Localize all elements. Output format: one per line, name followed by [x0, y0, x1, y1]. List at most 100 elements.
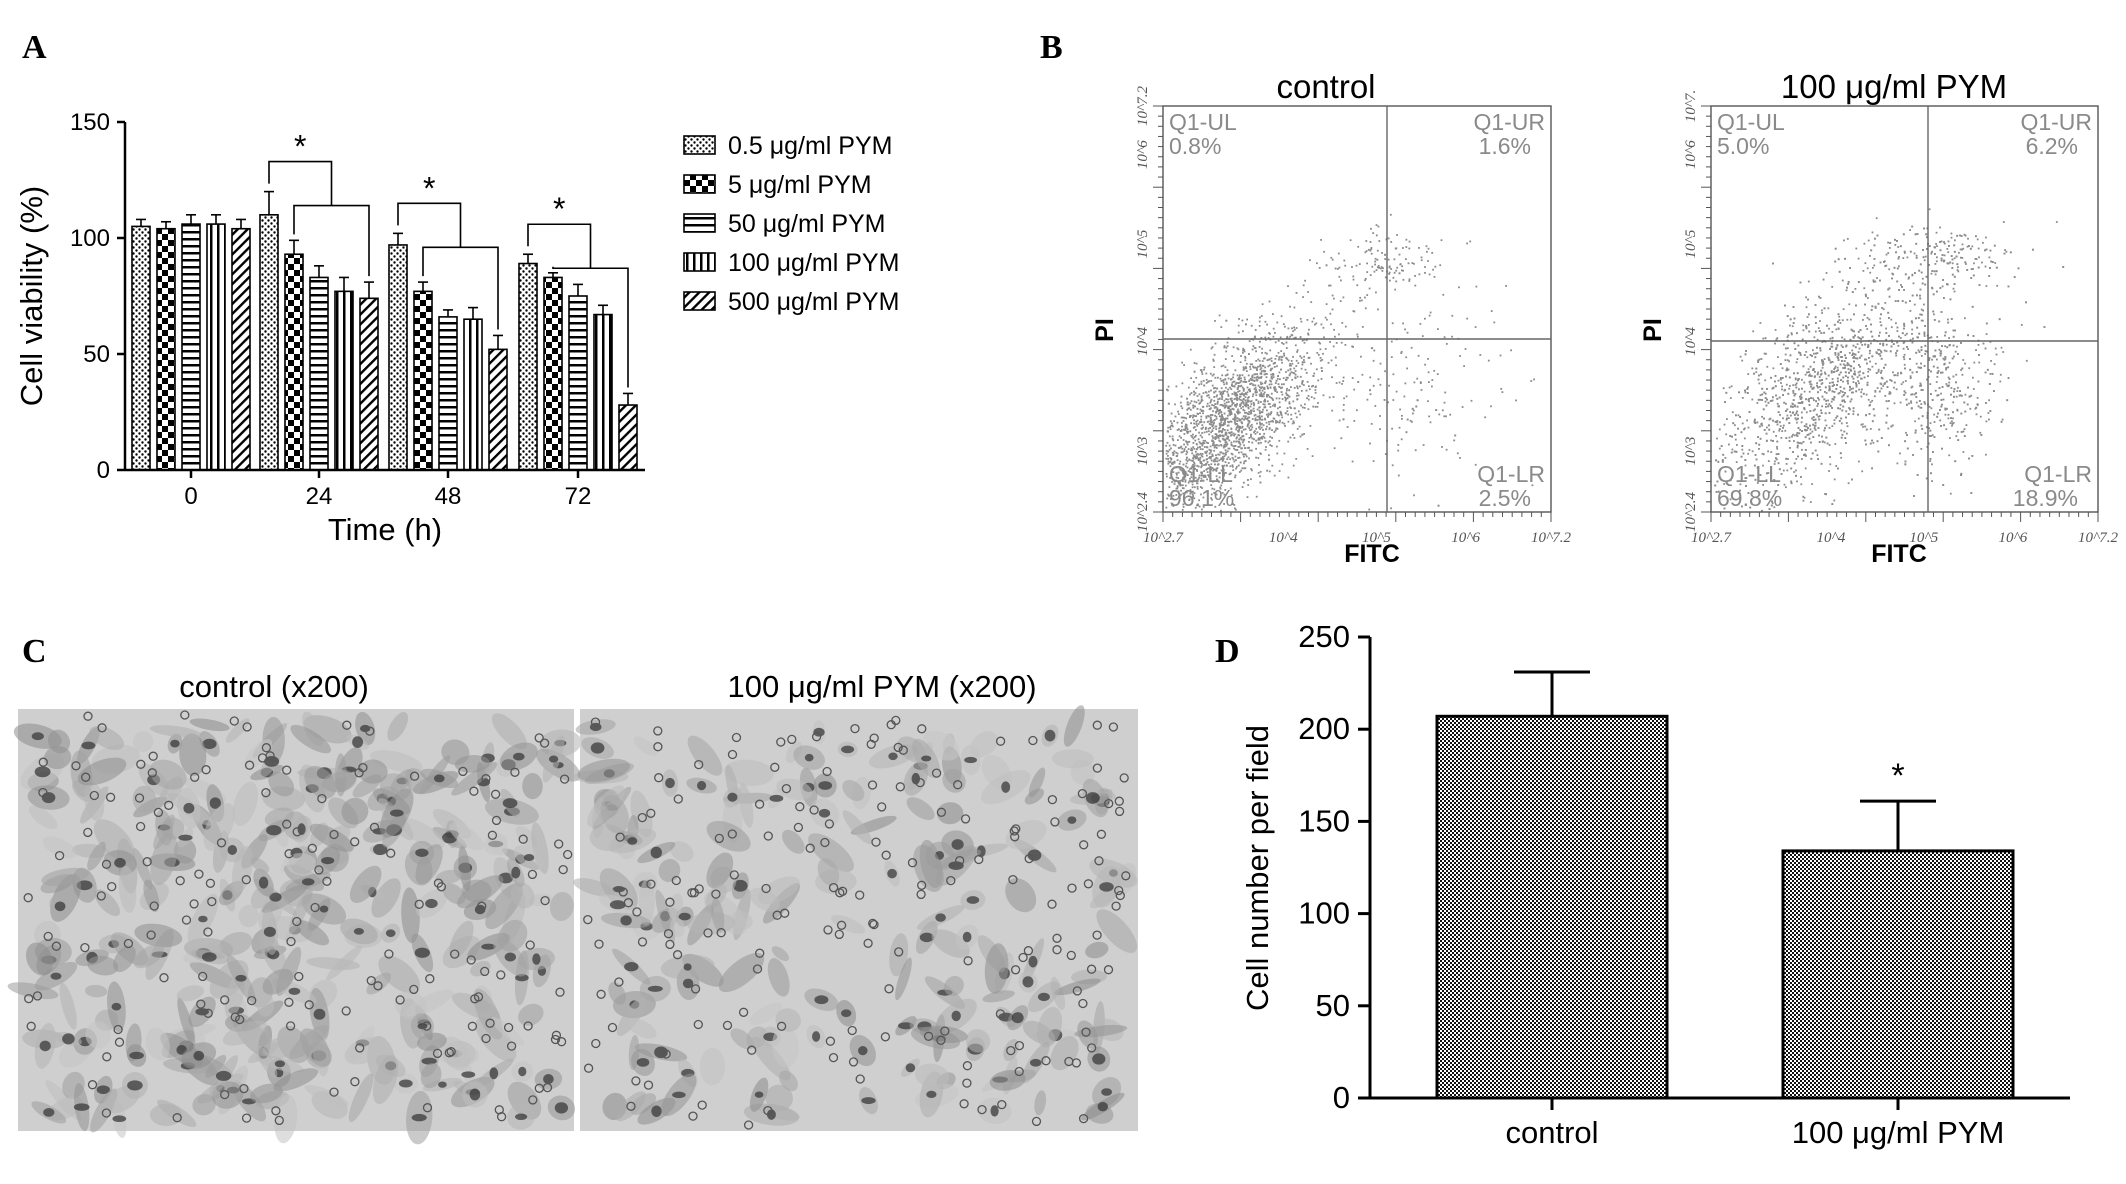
flow-event-dot: [1182, 506, 1185, 508]
flow-event-dot: [2004, 249, 2006, 251]
flow-event-dot: [1920, 349, 1923, 351]
flow-event-dot: [1967, 237, 1969, 240]
flow-event-dot: [1902, 356, 1905, 358]
flow-event-dot: [1274, 361, 1276, 364]
flow-event-dot: [1837, 354, 1840, 356]
flow-event-dot: [1222, 452, 1225, 455]
flow-event-dot: [1270, 420, 1272, 423]
flow-event-dot: [1190, 392, 1193, 394]
flow-event-dot: [1461, 406, 1464, 408]
flow-event-dot: [1957, 386, 1959, 389]
flow-event-dot: [1216, 400, 1219, 403]
flow-event-dot: [1944, 334, 1946, 337]
flow-event-dot: [1890, 345, 1893, 348]
flow-event-dot: [1744, 464, 1747, 467]
flow-event-dot: [1930, 407, 1933, 410]
flow-event-dot: [1831, 407, 1833, 409]
flow-event-dot: [1301, 363, 1304, 366]
flow-event-dot: [1897, 300, 1900, 302]
flow-event-dot: [1236, 436, 1238, 439]
flow-event-dot: [1312, 375, 1315, 377]
flow-event-dot: [1206, 471, 1209, 473]
flow-event-dot: [1739, 498, 1741, 500]
flow-event-dot: [1202, 496, 1205, 499]
flow-event-dot: [1893, 381, 1896, 384]
flow-event-dot: [1515, 399, 1517, 402]
flow-event-dot: [1180, 395, 1183, 398]
flow-event-dot: [1287, 285, 1289, 287]
flow-event-dot: [1177, 439, 1179, 441]
flow-event-dot: [1307, 357, 1310, 359]
flow-event-dot: [1238, 419, 1241, 422]
flow-event-dot: [1866, 381, 1869, 384]
flow-event-dot: [1171, 498, 1174, 501]
flow-event-dot: [1338, 381, 1341, 384]
flow-event-dot: [1920, 448, 1923, 450]
flow-event-dot: [1793, 462, 1796, 465]
flow-event-dot: [1218, 439, 1221, 442]
flow-event-dot: [1216, 409, 1219, 411]
flow-event-dot: [1846, 432, 1848, 435]
flow-event-dot: [1182, 470, 1184, 473]
flow-event-dot: [1764, 379, 1767, 382]
flow-event-dot: [1170, 424, 1173, 427]
flow-event-dot: [1810, 375, 1813, 377]
flow-event-dot: [1769, 400, 1772, 402]
flow-event-dot: [1212, 358, 1215, 361]
flow-event-dot: [1166, 441, 1169, 444]
flow-event-dot: [1864, 303, 1866, 306]
flow-event-dot: [1839, 407, 1841, 410]
flow-event-dot: [1392, 276, 1395, 279]
flow-event-dot: [1241, 435, 1244, 438]
flow-event-dot: [1947, 262, 1950, 265]
flow-event-dot: [1231, 355, 1233, 357]
flow-event-dot: [1419, 381, 1422, 384]
flow-event-dot: [1230, 431, 1233, 433]
flow-event-dot: [1989, 341, 1992, 343]
flow-event-dot: [1253, 431, 1255, 434]
flow-event-dot: [1216, 457, 1219, 460]
flow-event-dot: [1244, 366, 1247, 368]
flow-event-dot: [1319, 359, 1322, 362]
flow-event-dot: [1264, 448, 1267, 451]
flow-event-dot: [1728, 386, 1731, 389]
flow-event-dot: [1922, 256, 1925, 259]
flow-event-dot: [1829, 405, 1832, 407]
flow-event-dot: [1920, 308, 1923, 311]
flow-event-dot: [1822, 278, 1825, 281]
flow-event-dot: [1902, 257, 1905, 259]
flow-event-dot: [1191, 449, 1193, 452]
flow-plot-frame: [1162, 105, 1552, 513]
flow-event-dot: [1960, 394, 1962, 397]
flow-event-dot: [1254, 391, 1257, 394]
flow-event-dot: [1237, 324, 1240, 327]
flow-event-dot: [1168, 486, 1171, 488]
flow-event-dot: [1785, 463, 1788, 465]
flow-event-dot: [1926, 236, 1928, 239]
flow-event-dot: [1301, 382, 1303, 384]
flow-event-dot: [1909, 358, 1911, 360]
flow-event-dot: [1173, 466, 1176, 469]
flow-event-dot: [1267, 337, 1270, 339]
flow-event-dot: [1785, 437, 1788, 439]
flow-event-dot: [1338, 333, 1340, 336]
flow-event-dot: [1758, 382, 1761, 385]
flow-event-dot: [1836, 377, 1839, 380]
flow-event-dot: [1262, 395, 1265, 398]
flow-event-dot: [1929, 383, 1932, 385]
flow-event-dot: [1235, 426, 1238, 429]
flow-event-dot: [1433, 369, 1436, 372]
flow-event-dot: [1317, 354, 1320, 356]
flow-event-dot: [1250, 400, 1253, 402]
flow-event-dot: [1295, 458, 1298, 460]
flow-event-dot: [1205, 372, 1208, 375]
flow-event-dot: [1215, 475, 1218, 478]
flow-event-dot: [1964, 261, 1967, 264]
flow-event-dot: [1305, 372, 1308, 374]
flow-event-dot: [1251, 418, 1254, 420]
flow-event-dot: [1846, 286, 1848, 289]
flow-event-dot: [1772, 367, 1775, 370]
flow-event-dot: [1270, 376, 1273, 378]
flow-event-dot: [1823, 441, 1826, 444]
flow-event-dot: [1847, 281, 1850, 283]
